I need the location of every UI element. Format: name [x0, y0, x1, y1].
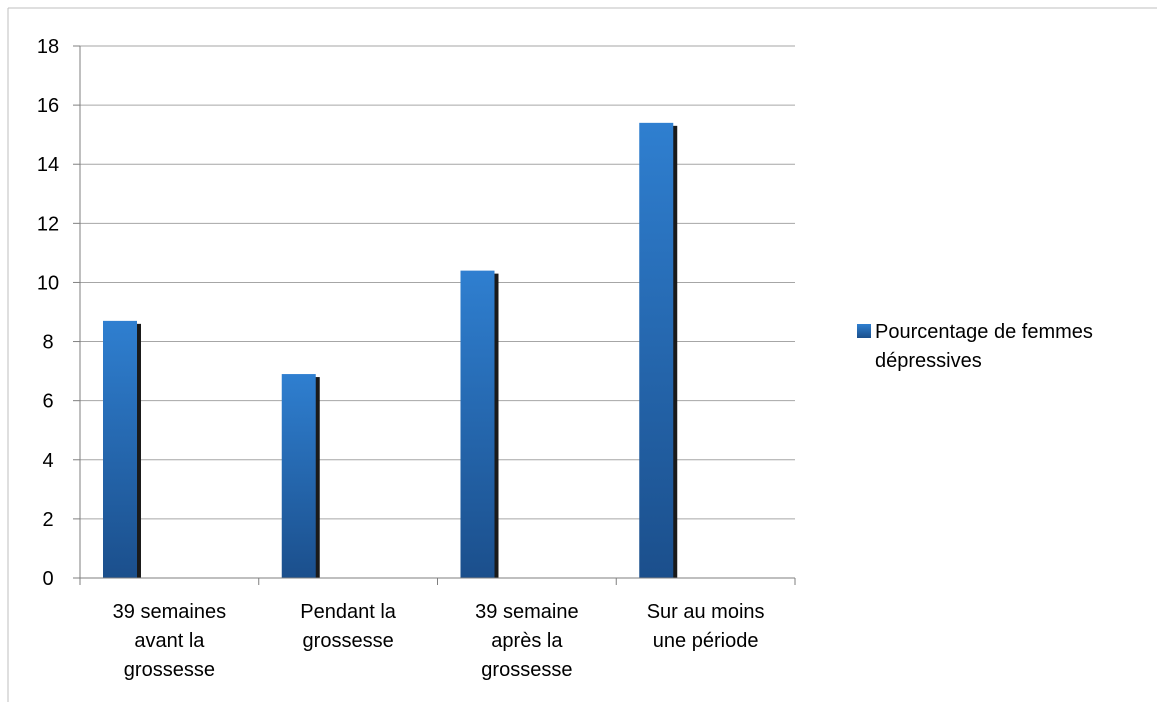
bar [281, 374, 316, 578]
x-category-label-line: avant la [134, 630, 205, 652]
x-category-label-line: une période [653, 630, 759, 652]
x-category-label-line: Sur au moins [647, 601, 765, 623]
x-category-label: Pendant la grossesse [300, 601, 397, 652]
gridlines [73, 45, 795, 579]
x-category-label: 39 semaines avant la grossesse [113, 601, 226, 681]
x-category-label-line: Pendant la [300, 601, 397, 623]
x-category-label-line: grossesse [303, 630, 394, 652]
bar [103, 320, 137, 578]
y-tick-label: 16 [37, 95, 59, 117]
y-tick-label: 0 [42, 568, 53, 590]
legend: Pourcentage de femmes dépressives [857, 321, 1093, 372]
y-tick-label: 2 [42, 509, 53, 531]
legend-swatch [857, 324, 871, 338]
category-labels: 39 semaines avant la grossesse Pendant la gr… [113, 601, 765, 681]
legend-label-line: dépressives [875, 350, 982, 372]
y-tick-label: 10 [37, 272, 59, 294]
y-tick-label: 4 [42, 450, 53, 472]
x-category-label-line: après la [491, 630, 563, 652]
legend-label: Pourcentage de femmes dépressives [875, 321, 1093, 372]
y-tick-label: 8 [42, 332, 53, 354]
y-tick-label: 6 [42, 391, 53, 413]
x-category-label-line: grossesse [124, 659, 215, 681]
axes [79, 46, 796, 585]
x-category-label-line: 39 semaines [113, 601, 226, 623]
bar [460, 270, 495, 578]
y-tick-label: 18 [37, 36, 59, 58]
x-category-label-line: grossesse [481, 659, 572, 681]
bar [639, 122, 674, 578]
y-tick-label: 12 [37, 213, 59, 235]
bars [103, 122, 678, 578]
x-category-label-line: 39 semaine [475, 601, 578, 623]
y-tick-labels: 0 2 4 6 8 10 12 14 16 18 [37, 36, 59, 590]
x-category-label: Sur au moins une période [647, 601, 765, 652]
legend-label-line: Pourcentage de femmes [875, 321, 1093, 343]
x-category-label: 39 semaine après la grossesse [475, 601, 578, 681]
y-tick-label: 14 [37, 154, 59, 176]
